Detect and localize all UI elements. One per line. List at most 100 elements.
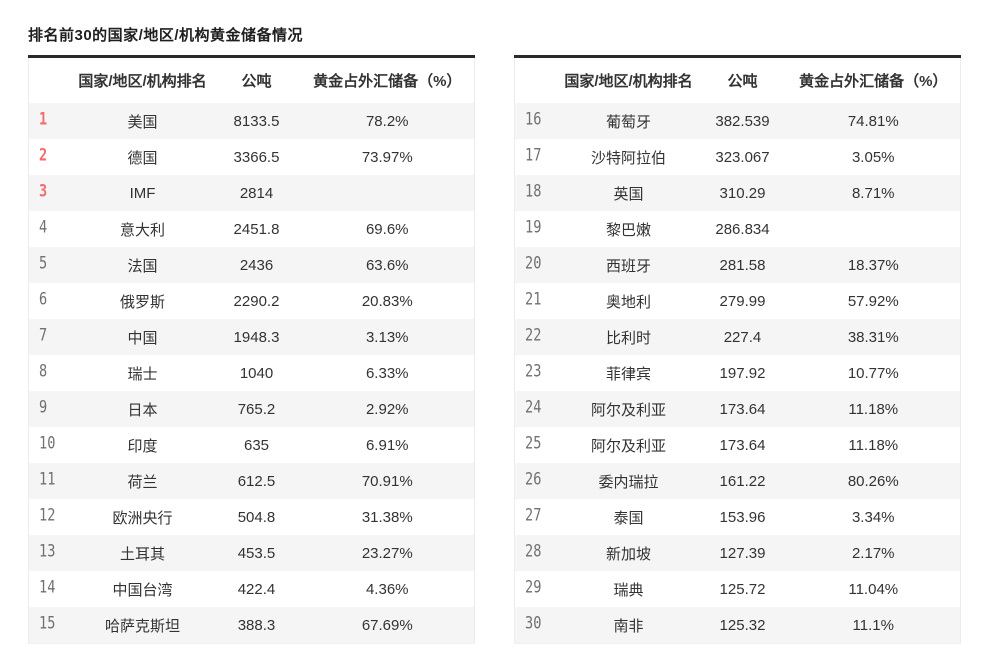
country-name-cell: 黎巴嫩 (605, 221, 651, 239)
share-value-cell: 10.77% (847, 364, 899, 382)
rank-cell: 21 (515, 283, 559, 319)
tonnes-column-header: 公吨 (212, 56, 301, 103)
country-name-cell: 美国 (127, 113, 158, 131)
share-value-cell: 2.92% (365, 400, 409, 418)
rank-number: 4 (39, 218, 48, 236)
rank-number: 29 (525, 578, 542, 596)
share-value-cell (787, 211, 961, 247)
share-value-cell: 11.18% (848, 400, 899, 418)
country-name-cell: 阿尔及利亚 (590, 437, 666, 455)
country-name-cell: 沙特阿拉伯 (590, 149, 666, 167)
rank-number: 10 (39, 434, 56, 452)
share-value-cell: 63.6% (365, 256, 409, 274)
country-name-cell: IMF (129, 184, 156, 202)
share-value-cell: 67.69% (361, 616, 413, 634)
tonnes-column-header: 公吨 (698, 56, 787, 103)
table-row: 27 泰国 153.96 3.34% (515, 499, 961, 535)
rank-cell: 16 (515, 103, 559, 139)
rank-cell: 11 (29, 463, 73, 499)
country-name-cell: 新加坡 (605, 545, 651, 563)
share-value-cell (301, 175, 475, 211)
share-value-cell: 8.71% (851, 184, 895, 202)
table-row: 26 委内瑞拉 161.22 80.26% (514, 463, 961, 499)
tables-container: 国家/地区/机构排名 公吨 黄金占外汇储备（%） 1 美国 8133.5 78.2% 2… (28, 55, 961, 644)
share-value-cell: 3.13% (365, 328, 409, 346)
rank-number: 27 (525, 506, 542, 524)
table-row: 6 俄罗斯 2290.2 20.83% (29, 283, 475, 319)
table-row: 28 新加坡 127.39 2.17% (514, 535, 961, 571)
table-row: 2 德国 3366.5 73.97% (29, 139, 475, 175)
rank-cell: 7 (29, 319, 73, 355)
table-row: 25 阿尔及利亚 173.64 11.18% (515, 427, 961, 463)
header-row: 国家/地区/机构排名 公吨 黄金占外汇储备（%） (514, 56, 961, 103)
share-value-cell: 6.91% (365, 436, 409, 454)
table-row: 22 比利时 227.4 38.31% (514, 319, 961, 355)
rank-cell: 18 (515, 175, 559, 211)
rank-cell: 8 (29, 355, 73, 391)
tonnes-value-cell: 1948.3 (233, 328, 280, 346)
table-row: 23 菲律宾 197.92 10.77% (515, 355, 961, 391)
share-value-cell: 57.92% (847, 292, 899, 310)
tonnes-value-cell: 2814 (239, 184, 274, 202)
tonnes-value-cell: 453.5 (237, 544, 276, 562)
rank-number: 26 (525, 470, 542, 488)
tonnes-value-cell: 153.96 (719, 508, 766, 526)
rank-number: 28 (525, 542, 542, 560)
table-row: 17 沙特阿拉伯 323.067 3.05% (515, 139, 961, 175)
gold-reserves-table-ranks-16-30: 国家/地区/机构排名 公吨 黄金占外汇储备（%） 16 葡萄牙 382.539 74.… (514, 55, 961, 644)
tonnes-value-cell: 286.834 (715, 220, 770, 238)
country-name-cell: 委内瑞拉 (598, 473, 659, 491)
rank-number: 8 (39, 362, 48, 380)
rank-cell: 25 (515, 427, 559, 463)
header-row: 国家/地区/机构排名 公吨 黄金占外汇储备（%） (28, 56, 475, 103)
tonnes-value-cell: 635 (243, 436, 270, 454)
tonnes-value-cell: 127.39 (719, 544, 766, 562)
rank-number: 30 (525, 614, 542, 632)
rank-cell: 19 (515, 211, 559, 247)
rank-cell: 26 (515, 463, 559, 499)
tonnes-value-cell: 422.4 (237, 580, 276, 598)
country-name-cell: 日本 (127, 401, 158, 419)
rank-number: 2 (39, 146, 48, 164)
table-row: 1 美国 8133.5 78.2% (28, 103, 475, 139)
rank-number: 13 (39, 542, 56, 560)
rank-number: 23 (525, 362, 542, 380)
rank-cell: 29 (515, 571, 559, 607)
table-row: 11 荷兰 612.5 70.91% (28, 463, 475, 499)
country-name-cell: 欧洲央行 (112, 509, 173, 527)
country-name-cell: 印度 (127, 437, 158, 455)
rank-cell: 28 (515, 535, 559, 571)
table-row: 9 日本 765.2 2.92% (28, 391, 475, 427)
rank-number: 19 (525, 218, 542, 236)
rank-number: 7 (39, 326, 48, 344)
rank-cell: 23 (515, 355, 559, 391)
rank-number: 6 (39, 290, 48, 308)
tonnes-value-cell: 323.067 (715, 148, 770, 166)
share-value-cell: 4.36% (365, 580, 409, 598)
country-name-cell: 菲律宾 (605, 365, 651, 383)
share-value-cell: 11.04% (848, 580, 899, 598)
table-row: 18 英国 310.29 8.71% (514, 175, 961, 211)
share-value-cell: 18.37% (847, 256, 899, 274)
tonnes-value-cell: 2290.2 (233, 292, 280, 310)
rank-number: 20 (525, 254, 542, 272)
rank-number: 3 (39, 182, 48, 200)
rank-cell: 24 (515, 391, 559, 427)
country-name-cell: 瑞士 (127, 365, 158, 383)
tonnes-value-cell: 8133.5 (233, 112, 280, 130)
table-row: 5 法国 2436 63.6% (28, 247, 475, 283)
country-name-cell: 中国台湾 (112, 581, 173, 599)
tonnes-value-cell: 765.2 (237, 400, 276, 418)
table-row: 24 阿尔及利亚 173.64 11.18% (514, 391, 961, 427)
tonnes-value-cell: 173.64 (719, 436, 766, 454)
tonnes-value-cell: 173.64 (719, 400, 766, 418)
rank-number: 11 (39, 470, 56, 488)
table-header: 国家/地区/机构排名 公吨 黄金占外汇储备（%） (514, 56, 961, 103)
country-name-cell: 西班牙 (605, 257, 651, 275)
country-name-cell: 中国 (127, 329, 158, 347)
page-title: 排名前30的国家/地区/机构黄金储备情况 (28, 27, 304, 45)
rank-number: 9 (39, 398, 48, 416)
share-value-cell: 70.91% (361, 472, 413, 490)
tonnes-value-cell: 3366.5 (233, 148, 280, 166)
share-value-cell: 69.6% (365, 220, 409, 238)
